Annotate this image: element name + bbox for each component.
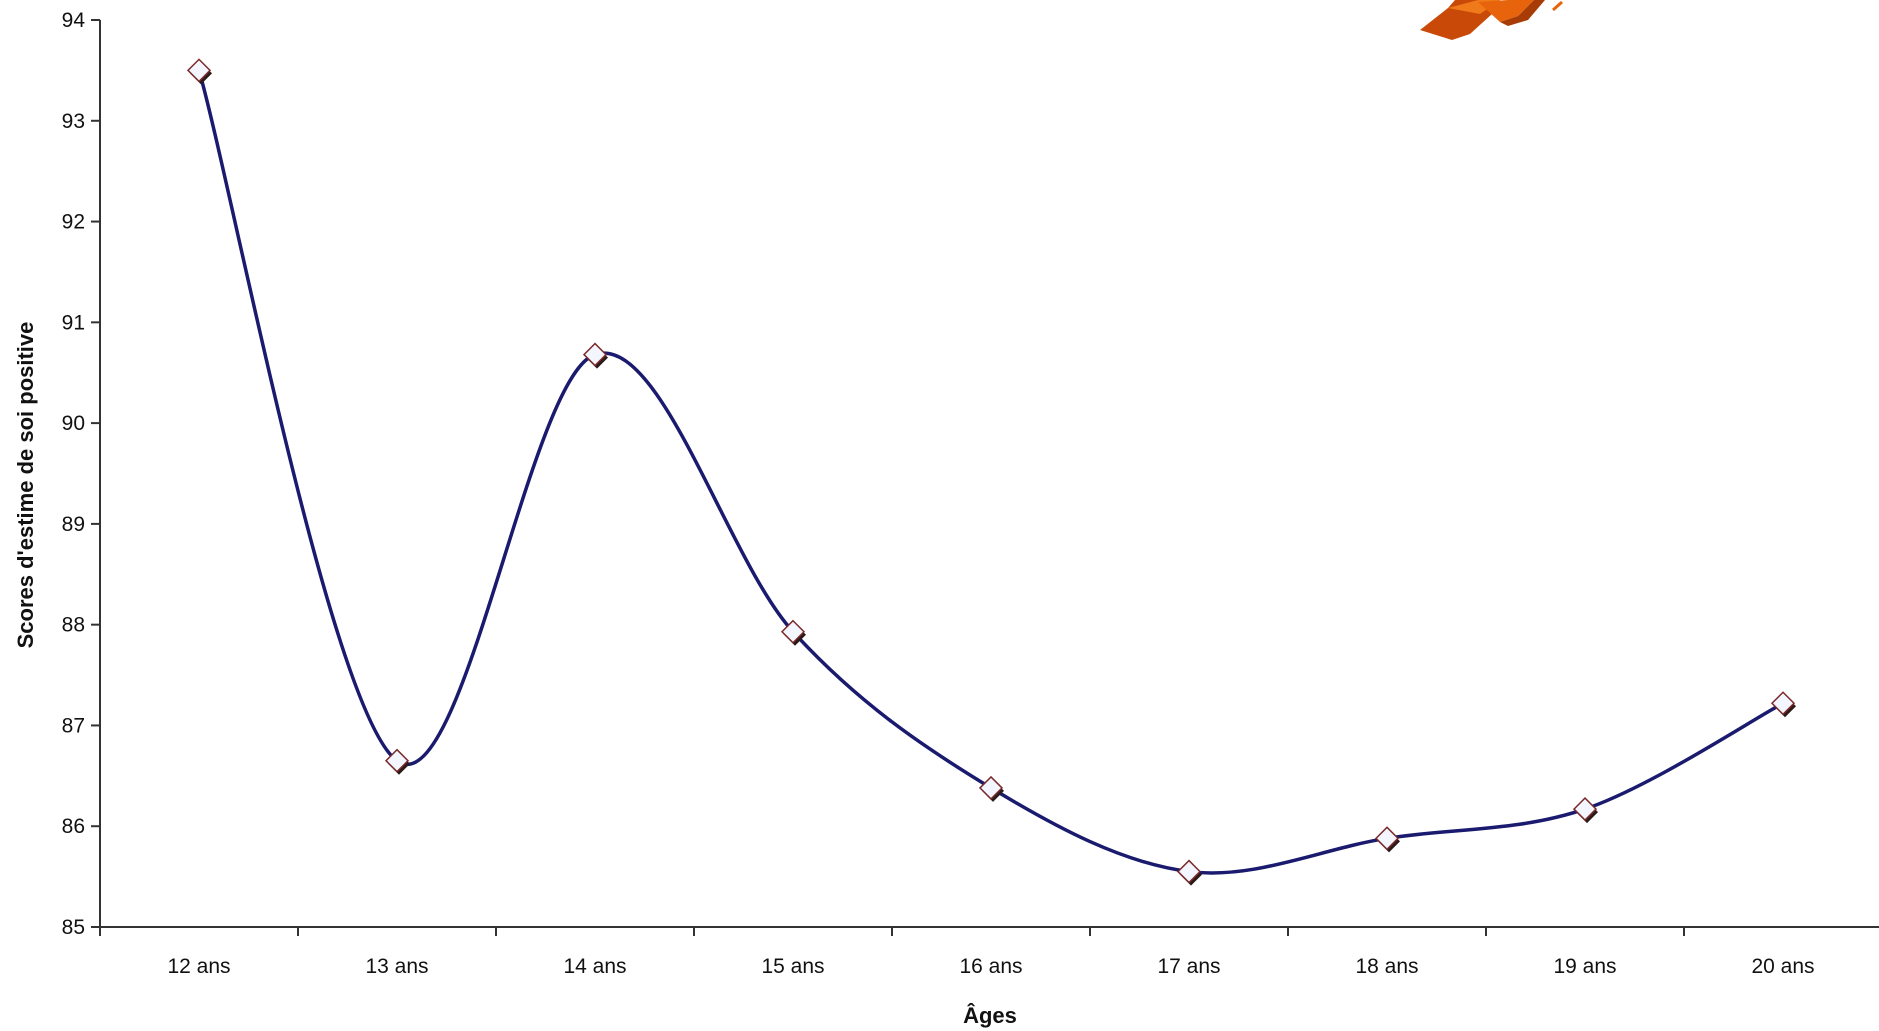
y-tick-label: 87 (62, 714, 85, 737)
x-axis-ticks: 12 ans 13 ans 14 ans 15 ans 16 ans 17 ans 18 a… (99, 927, 1815, 978)
x-tick-label: 14 ans (563, 955, 626, 978)
y-axis-title: Scores d'estime de soi positive (13, 322, 38, 649)
x-tick-label: 17 ans (1157, 955, 1220, 978)
x-axis-title: Âges (963, 1003, 1017, 1028)
y-tick-label: 86 (62, 815, 85, 838)
y-tick-label: 89 (62, 513, 85, 536)
y-tick-label: 91 (62, 311, 85, 334)
y-tick-label: 90 (62, 412, 85, 435)
y-axis-ticks: 85 86 87 88 89 90 91 92 93 94 (62, 9, 100, 939)
x-tick-label: 18 ans (1355, 955, 1418, 978)
x-tick-label: 16 ans (959, 955, 1022, 978)
x-tick-label: 12 ans (167, 955, 230, 978)
data-point-marker (1572, 797, 1598, 824)
data-point-marker (384, 748, 410, 775)
data-markers (186, 58, 1796, 886)
y-tick-label: 85 (62, 916, 85, 939)
y-tick-label: 88 (62, 614, 85, 637)
y-tick-label: 93 (62, 110, 85, 133)
data-point-marker (582, 342, 608, 369)
data-point-marker (1176, 859, 1202, 886)
x-tick-label: 13 ans (365, 955, 428, 978)
data-point-marker (1374, 826, 1400, 853)
x-tick-label: 19 ans (1553, 955, 1616, 978)
data-point-marker (186, 58, 212, 85)
data-point-marker (780, 619, 806, 646)
logo-icon (1420, 0, 1563, 40)
y-tick-label: 92 (62, 211, 85, 234)
x-tick-label: 15 ans (761, 955, 824, 978)
y-tick-label: 94 (62, 9, 86, 32)
data-point-marker (1770, 691, 1796, 718)
axes (99, 20, 1879, 928)
series-line (197, 68, 1785, 875)
x-tick-label: 20 ans (1751, 955, 1814, 978)
data-point-marker (978, 775, 1004, 802)
